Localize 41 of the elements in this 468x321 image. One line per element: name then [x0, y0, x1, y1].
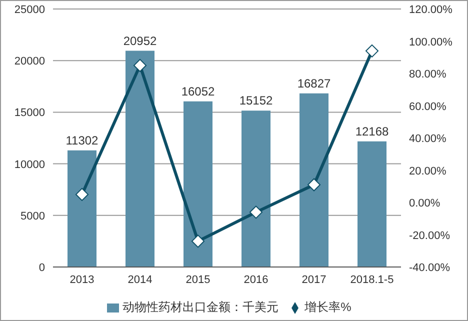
- bar: [126, 50, 154, 267]
- data-label: 20952: [123, 34, 158, 48]
- bar: [242, 110, 270, 267]
- y-tick-label: 20000: [14, 56, 45, 68]
- bar: [68, 150, 96, 267]
- point: [308, 178, 320, 192]
- x-tick-label: 2016: [244, 274, 268, 286]
- x-tick-label: 2014: [128, 274, 152, 286]
- data-label: 16052: [181, 84, 216, 98]
- bar: [300, 93, 328, 267]
- point: [366, 44, 378, 58]
- y-tick-label: 5000: [20, 210, 45, 222]
- point: [250, 206, 262, 219]
- y-tick-label: 25000: [14, 4, 45, 16]
- y2-tick-label: 20.00%: [409, 165, 447, 178]
- data-label: 12168: [355, 124, 390, 138]
- data-label: 15152: [239, 94, 274, 108]
- y2-tick-label: 100.00%: [409, 36, 453, 48]
- y2-tick-label: 120.00%: [409, 4, 453, 16]
- point: [76, 188, 88, 201]
- x-tick-label: 2018.1-5: [350, 274, 394, 286]
- y2-tick-label: -40.00%: [409, 262, 450, 274]
- legend-label: 动物性药材出口金额：千美元: [122, 300, 279, 314]
- data-label: 11302: [66, 133, 99, 148]
- point: [134, 58, 146, 72]
- x-tick-label: 2017: [302, 274, 326, 286]
- y2-tick-label: -20.00%: [409, 230, 450, 242]
- data-label: 16827: [297, 76, 332, 90]
- y2-tick-label: 0.00%: [409, 198, 440, 210]
- legend-label: 增长率%: [304, 300, 352, 314]
- bar: [184, 101, 212, 267]
- x-tick-label: 2013: [70, 274, 94, 286]
- y-tick-label: 0: [38, 262, 45, 274]
- y2-tick-label: 80.00%: [409, 68, 447, 80]
- x-tick-label: 2015: [186, 274, 210, 286]
- y-tick-label: 15000: [14, 107, 45, 120]
- bar: [358, 141, 386, 267]
- y2-tick-label: 60.00%: [409, 100, 447, 113]
- y-tick-label: 10000: [14, 158, 45, 171]
- point: [192, 234, 204, 248]
- y2-tick-label: 40.00%: [409, 133, 447, 145]
